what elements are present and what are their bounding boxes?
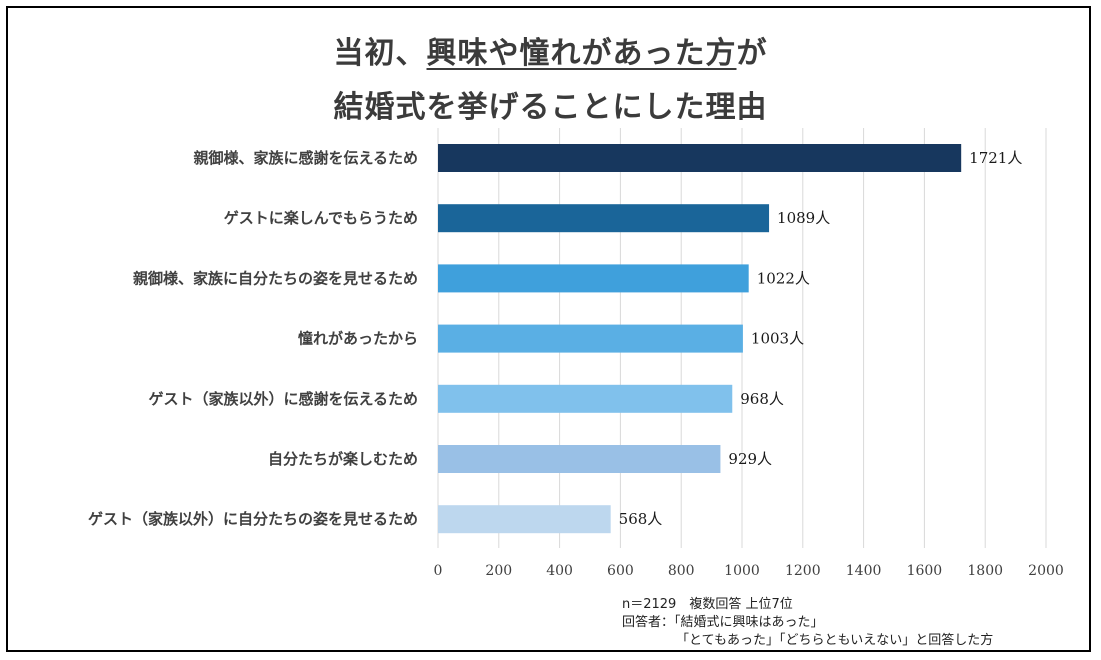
respondent-detail-note: 「とてもあった」「どちらともいえない」と回答した方	[676, 633, 994, 648]
value-label: 968人	[740, 390, 784, 408]
x-tick-label: 1800	[967, 563, 1003, 579]
bar	[438, 324, 743, 353]
x-tick-label: 1400	[846, 563, 882, 579]
bar	[438, 264, 749, 293]
title-underlined: 興味や憧れがあった方	[426, 36, 737, 71]
chart-title-line2: 結婚式を挙げることにした理由	[333, 90, 768, 125]
x-tick-label: 1600	[907, 563, 943, 579]
x-tick-label: 2000	[1028, 563, 1064, 579]
category-label: 憧れがあったから	[298, 330, 418, 348]
category-labels: 親御様、家族に感謝を伝えるためゲストに楽しんでもらうため親御様、家族に自分たちの…	[88, 149, 418, 528]
category-label: ゲストに楽しんでもらうため	[224, 209, 418, 227]
value-labels: 1721人 1089人 1022人 1003人 968人 929人 568人	[619, 149, 1023, 528]
x-tick-label: 1200	[785, 563, 821, 579]
x-tick-label: 600	[607, 563, 634, 579]
sample-size-note: n＝2129 複数回答 上位7位	[622, 597, 793, 612]
bar	[438, 204, 770, 233]
title-suffix: が	[736, 36, 768, 71]
value-label: 1003人	[751, 330, 804, 348]
bar	[438, 445, 721, 473]
x-axis-ticks: 0 200 400 600 800 1000 1200 1400 1600 1800 2000	[434, 563, 1064, 579]
x-tick-label: 800	[668, 563, 695, 579]
value-label: 568人	[619, 510, 663, 528]
x-tick-label: 1000	[724, 563, 760, 579]
category-label: 親御様、家族に感謝を伝えるため	[193, 149, 418, 167]
chart-title-line1: 当初、興味や憧れがあった方が	[0, 28, 1101, 72]
category-label: 親御様、家族に自分たちの姿を見せるため	[133, 269, 418, 287]
title-prefix: 当初、	[333, 36, 427, 71]
value-label: 1089人	[777, 209, 830, 227]
value-label: 1721人	[969, 149, 1022, 167]
category-label: 自分たちが楽しむため	[268, 450, 418, 468]
bars	[438, 144, 962, 534]
value-label: 929人	[728, 450, 772, 468]
value-label: 1022人	[757, 269, 810, 287]
bar	[438, 144, 962, 172]
category-label: ゲスト（家族以外）に自分たちの姿を見せるため	[88, 510, 418, 528]
x-tick-label: 0	[434, 563, 443, 579]
category-label: ゲスト（家族以外）に感謝を伝えるため	[148, 390, 418, 408]
x-tick-label: 200	[485, 563, 512, 579]
x-tick-label: 400	[546, 563, 573, 579]
respondent-note: 回答者：「結婚式に興味はあった」	[622, 615, 824, 630]
bar	[438, 384, 733, 413]
bar	[438, 505, 611, 534]
